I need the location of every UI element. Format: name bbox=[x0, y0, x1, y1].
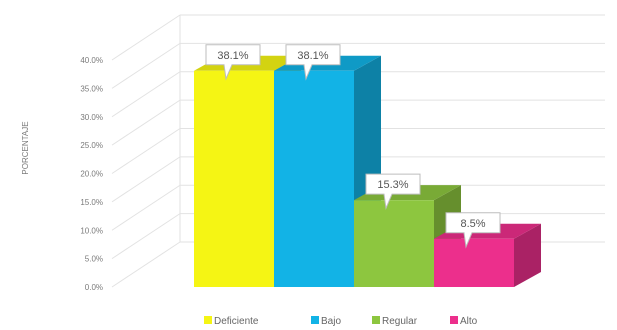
data-label: 38.1% bbox=[205, 44, 261, 81]
legend-label: Alto bbox=[460, 316, 478, 327]
svg-text:38.1%: 38.1% bbox=[217, 50, 248, 62]
y-tick-label: 25.0% bbox=[80, 141, 103, 150]
gridline bbox=[111, 14, 605, 61]
y-tick-label: 20.0% bbox=[80, 170, 103, 179]
legend-swatch bbox=[372, 316, 380, 324]
y-tick-label: 35.0% bbox=[80, 84, 103, 93]
legend-item-regular: Regular bbox=[372, 316, 418, 327]
legend-label: Bajo bbox=[321, 316, 341, 327]
data-labels: 38.1% 38.1% 15.3% 8.5% bbox=[205, 44, 501, 249]
y-tick-label: 5.0% bbox=[85, 255, 103, 264]
y-tick-label: 10.0% bbox=[80, 226, 103, 235]
svg-text:15.3%: 15.3% bbox=[377, 179, 408, 191]
legend-swatch bbox=[450, 316, 458, 324]
y-tick-label: 40.0% bbox=[80, 56, 103, 65]
y-tick-label: 30.0% bbox=[80, 113, 103, 122]
legend-swatch bbox=[311, 316, 319, 324]
gridline bbox=[111, 42, 605, 89]
legend-swatch bbox=[204, 316, 212, 324]
svg-text:38.1%: 38.1% bbox=[297, 50, 328, 62]
bars bbox=[194, 55, 541, 287]
y-tick-label: 0.0% bbox=[85, 283, 103, 292]
legend: Deficiente Bajo Regular Alto bbox=[204, 316, 478, 327]
data-label: 8.5% bbox=[445, 212, 501, 249]
y-tick-label: 15.0% bbox=[80, 198, 103, 207]
legend-item-alto: Alto bbox=[450, 316, 478, 327]
legend-label: Regular bbox=[382, 316, 418, 327]
y-axis-ticks: 0.0% 5.0% 10.0% 15.0% 20.0% 25.0% 30.0% 35.0% 40… bbox=[80, 56, 103, 292]
y-axis-label: PORCENTAJE bbox=[21, 121, 30, 174]
data-label: 38.1% bbox=[285, 44, 341, 81]
legend-item-deficiente: Deficiente bbox=[204, 316, 259, 327]
svg-text:8.5%: 8.5% bbox=[460, 218, 485, 230]
data-label: 15.3% bbox=[365, 173, 421, 211]
legend-item-bajo: Bajo bbox=[311, 316, 341, 327]
legend-label: Deficiente bbox=[214, 316, 259, 327]
